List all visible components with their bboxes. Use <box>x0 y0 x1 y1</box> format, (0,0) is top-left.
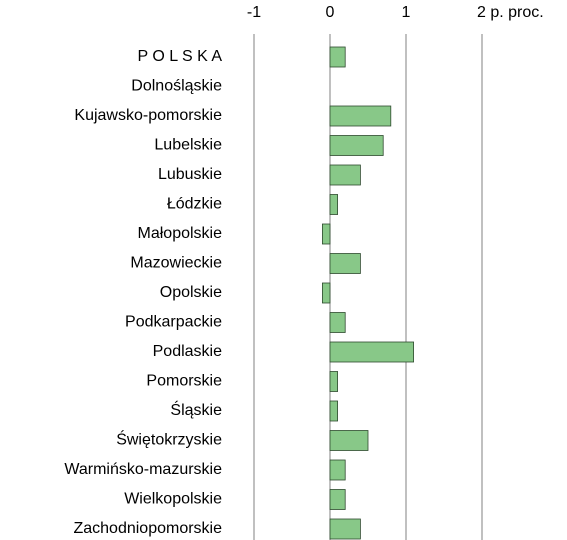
bar <box>329 371 338 392</box>
category-label: Zachodniopomorskie <box>73 520 222 537</box>
x-tick-label: 1 <box>402 4 411 21</box>
category-label: Świętokrzyskie <box>116 430 222 449</box>
category-label: Mazowieckie <box>130 255 222 272</box>
category-label: P O L S K A <box>138 48 223 65</box>
x-tick-label: 0 <box>326 4 335 21</box>
category-label: Podlaskie <box>153 343 222 360</box>
bar <box>329 105 392 127</box>
category-label: Wielkopolskie <box>124 491 222 508</box>
category-label: Lubelskie <box>154 137 222 154</box>
bar <box>329 400 338 422</box>
category-label: Warmińsko-mazurskie <box>64 461 222 478</box>
category-label: Małopolskie <box>138 225 223 242</box>
category-label: Kujawsko-pomorskie <box>74 107 222 124</box>
bar <box>321 223 331 245</box>
bar <box>329 164 361 186</box>
bar <box>329 135 384 156</box>
bar <box>321 282 331 304</box>
category-label: Podkarpackie <box>125 314 222 331</box>
bar <box>329 430 369 451</box>
category-label: Łódzkie <box>167 196 222 213</box>
bar <box>329 312 346 333</box>
x-tick-label: 2 p. proc. <box>477 4 544 21</box>
category-label: Opolskie <box>160 284 222 301</box>
bar <box>329 459 346 481</box>
category-label: Pomorskie <box>146 373 222 390</box>
bar <box>329 46 346 68</box>
category-label: Lubuskie <box>158 166 222 183</box>
x-tick-label: -1 <box>247 4 261 21</box>
category-label: Dolnośląskie <box>131 78 222 95</box>
category-label: Śląskie <box>170 400 222 419</box>
bar <box>329 194 338 215</box>
bar <box>329 341 414 363</box>
bar <box>329 489 346 510</box>
bar <box>329 253 361 274</box>
bar <box>329 518 361 540</box>
